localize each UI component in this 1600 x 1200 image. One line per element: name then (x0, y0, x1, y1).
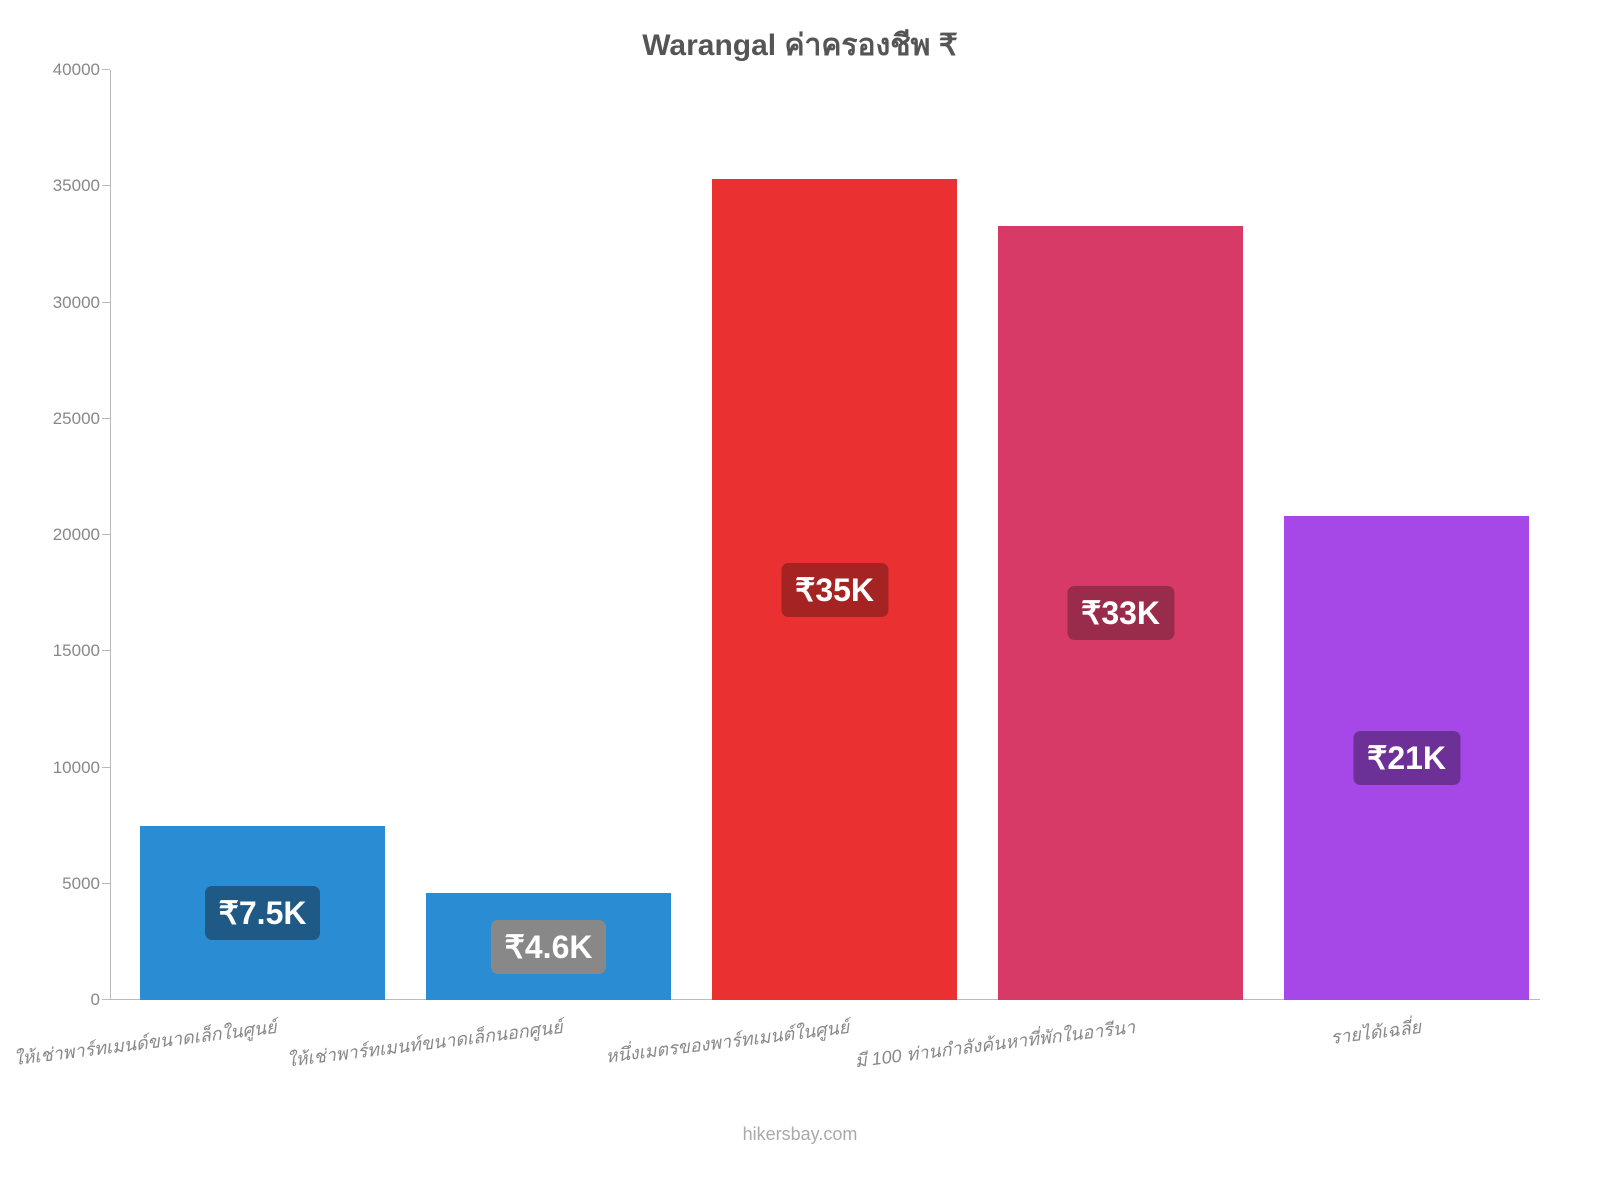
bar: ₹7.5K (140, 826, 385, 1000)
y-tick-mark (102, 999, 110, 1000)
bars-group: ₹7.5K ₹4.6K ₹35K ₹33K ₹21K (110, 70, 1540, 1000)
chart-title: Warangal ค่าครองชีพ ₹ (0, 22, 1600, 69)
y-tick-mark (102, 534, 110, 535)
attribution: hikersbay.com (0, 1124, 1600, 1145)
y-tick-label: 35000 (40, 176, 100, 196)
x-tick-label: หนึ่งเมตรของพาร์ทเมนต์ในศูนย์ (603, 1012, 850, 1071)
y-tick-mark (102, 418, 110, 419)
bar-value-label: ₹7.5K (205, 886, 321, 940)
bar: ₹21K (1284, 516, 1529, 1000)
y-tick-label: 30000 (40, 293, 100, 313)
chart-container: Warangal ค่าครองชีพ ₹ 050001000015000200… (0, 0, 1600, 1200)
bar-value-label: ₹35K (781, 563, 888, 617)
bar-value-label: ₹33K (1067, 586, 1174, 640)
x-tick-label: ให้เช่าพาร์ทเมนด์ขนาดเล็กในศูนย์ (12, 1012, 278, 1073)
y-tick-mark (102, 650, 110, 651)
y-tick-label: 15000 (40, 641, 100, 661)
y-tick-label: 25000 (40, 409, 100, 429)
bar-value-label: ₹21K (1353, 731, 1460, 785)
bar: ₹35K (712, 179, 957, 1000)
x-tick-label: รายได้เฉลี่ย (1328, 1012, 1422, 1052)
plot-area: 0500010000150002000025000300003500040000… (110, 70, 1540, 1000)
y-tick-label: 40000 (40, 60, 100, 80)
y-tick-mark (102, 69, 110, 70)
x-tick-label: มี 100 ท่านกำลังค้นหาที่พักในอารีนา (853, 1012, 1136, 1075)
y-tick-label: 20000 (40, 525, 100, 545)
bar-value-label: ₹4.6K (491, 920, 607, 974)
y-tick-mark (102, 302, 110, 303)
y-tick-label: 0 (40, 990, 100, 1010)
y-tick-mark (102, 767, 110, 768)
y-tick-label: 10000 (40, 758, 100, 778)
y-tick-mark (102, 883, 110, 884)
y-tick-label: 5000 (40, 874, 100, 894)
bar: ₹33K (998, 226, 1243, 1000)
x-axis-labels: ให้เช่าพาร์ทเมนด์ขนาดเล็กในศูนย์ให้เช่าพ… (110, 1000, 1540, 1120)
x-tick-label: ให้เช่าพาร์ทเมนท์ขนาดเล็กนอกศูนย์ (285, 1012, 564, 1075)
bar: ₹4.6K (426, 893, 671, 1000)
y-tick-mark (102, 185, 110, 186)
